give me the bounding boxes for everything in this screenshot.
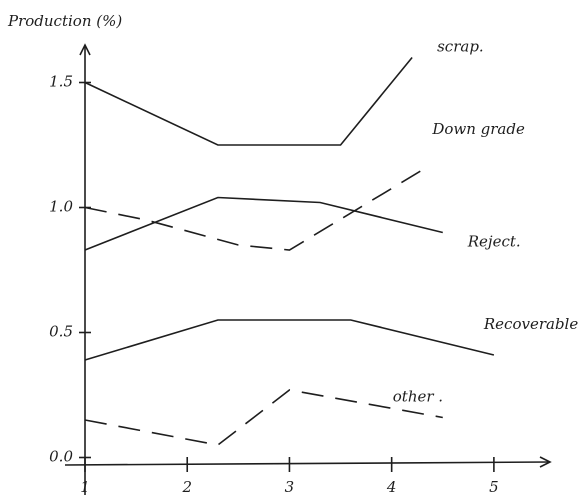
y-tick-label: 1.5 — [49, 73, 73, 91]
chart: Production (%) 0.0 0.5 1.0 1.5 1 2 3 4 5 scrap. Do… — [0, 0, 584, 499]
y-axis-label: Production (%) — [7, 12, 122, 30]
x-tick-label: 5 — [489, 478, 499, 496]
y-tick-label: 0.5 — [49, 323, 73, 341]
page: {"chart_data": { "type": "line", "y_labe… — [0, 0, 584, 499]
series-label: other . — [393, 388, 443, 406]
series-label: Down grade — [431, 120, 525, 138]
x-tick-label: 2 — [181, 478, 192, 496]
y-tick-label: 0.0 — [49, 448, 73, 466]
x-tick-label: 4 — [386, 478, 397, 496]
x-tick-label: 1 — [80, 478, 90, 496]
series-label: Reject. — [467, 233, 521, 251]
x-tick-label: 3 — [285, 478, 295, 496]
series-label: scrap. — [437, 38, 484, 56]
series-label: Recoverable — [483, 315, 578, 333]
y-tick-label: 1.0 — [49, 198, 73, 216]
